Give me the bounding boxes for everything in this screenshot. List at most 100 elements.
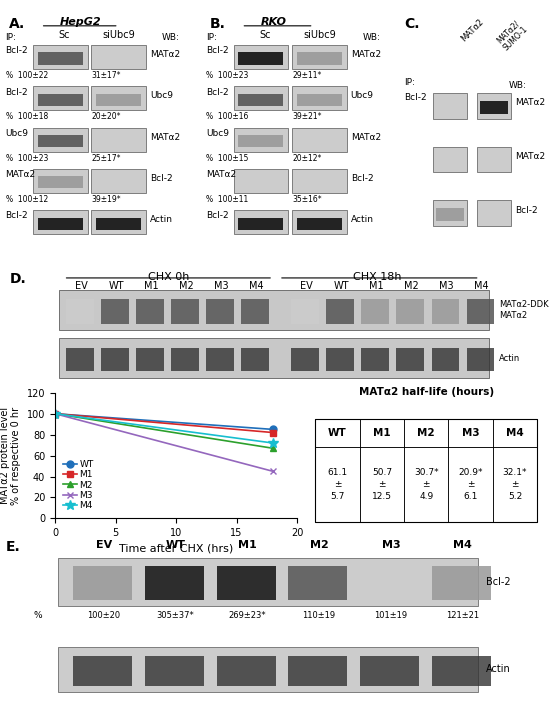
Text: MATα2: MATα2	[460, 17, 486, 43]
Bar	[33, 169, 87, 193]
Bar	[477, 200, 510, 226]
Bar	[432, 299, 459, 324]
Bar	[291, 299, 319, 324]
Bar	[96, 52, 141, 65]
Text: 305±37*: 305±37*	[157, 611, 195, 620]
Bar	[96, 93, 141, 106]
Text: M3: M3	[214, 281, 229, 291]
Bar	[145, 566, 204, 600]
Bar	[38, 135, 82, 147]
Text: C.: C.	[404, 17, 420, 31]
Text: IP:: IP:	[206, 34, 217, 42]
Text: M2: M2	[417, 428, 435, 438]
Bar	[361, 299, 389, 324]
Bar	[493, 447, 537, 522]
Bar	[101, 348, 129, 370]
Text: M3: M3	[462, 428, 480, 438]
Bar	[96, 176, 141, 188]
Text: 121±21: 121±21	[446, 611, 479, 620]
Bar	[206, 299, 234, 324]
Bar	[59, 290, 490, 330]
Text: %  100±16: % 100±16	[206, 113, 249, 121]
Bar	[136, 299, 164, 324]
Bar	[404, 419, 448, 447]
Text: M2: M2	[179, 281, 194, 291]
Text: Ubc9: Ubc9	[351, 91, 374, 101]
Bar	[315, 419, 360, 447]
Text: %  100±15: % 100±15	[206, 154, 249, 163]
Text: M3: M3	[439, 281, 454, 291]
Bar	[33, 210, 87, 234]
Text: 39±19*: 39±19*	[91, 195, 121, 204]
Text: IP:: IP:	[6, 34, 16, 42]
Bar	[480, 154, 508, 168]
Text: MATα2/
SUMO-1: MATα2/ SUMO-1	[494, 17, 530, 52]
Text: Actin: Actin	[351, 215, 374, 224]
Bar	[33, 128, 87, 151]
Bar	[477, 93, 510, 119]
Text: MATα2: MATα2	[6, 170, 36, 179]
Bar	[38, 93, 82, 106]
Text: WT: WT	[328, 428, 347, 438]
Text: Bcl-2: Bcl-2	[515, 205, 538, 215]
Text: MATα2: MATα2	[515, 152, 545, 161]
Text: %  100±22: % 100±22	[6, 71, 48, 80]
Text: M3: M3	[382, 540, 400, 550]
Bar	[297, 218, 342, 230]
Bar	[234, 128, 288, 151]
Text: Bcl-2: Bcl-2	[351, 174, 373, 183]
Text: %  100±12: % 100±12	[6, 195, 48, 204]
Bar	[433, 147, 467, 172]
Text: Actin: Actin	[150, 215, 173, 224]
Text: 50.7
±
12.5: 50.7 ± 12.5	[372, 468, 392, 501]
Bar	[448, 419, 493, 447]
Text: WB:: WB:	[162, 34, 179, 42]
Bar	[33, 86, 87, 111]
Bar	[360, 566, 419, 600]
Bar	[292, 86, 347, 111]
Bar	[480, 101, 508, 114]
Text: Bcl-2: Bcl-2	[6, 46, 28, 55]
Text: MATα2: MATα2	[351, 50, 381, 59]
Text: Sc: Sc	[259, 29, 271, 39]
Text: Bcl-2: Bcl-2	[486, 577, 510, 587]
Text: MATα2: MATα2	[150, 133, 180, 141]
Bar	[315, 419, 537, 522]
Bar	[433, 93, 467, 119]
Bar	[292, 128, 347, 151]
Text: MATα2-DDK
MATα2: MATα2-DDK MATα2	[499, 300, 549, 320]
Text: M1: M1	[144, 281, 158, 291]
Bar	[466, 299, 494, 324]
X-axis label: Time after CHX (hrs): Time after CHX (hrs)	[119, 544, 233, 554]
Legend: WT, M1, M2, M3, M4: WT, M1, M2, M3, M4	[59, 456, 97, 514]
Bar	[58, 558, 478, 606]
Text: E.: E.	[6, 540, 20, 554]
Text: Ubc9: Ubc9	[206, 129, 229, 138]
Bar	[73, 656, 132, 686]
Text: Bcl-2: Bcl-2	[150, 174, 173, 183]
Text: M4: M4	[475, 281, 489, 291]
Text: Bcl-2: Bcl-2	[6, 211, 28, 220]
Text: 30.7*
±
4.9: 30.7* ± 4.9	[414, 468, 438, 501]
Bar	[66, 348, 94, 370]
Bar	[360, 656, 419, 686]
Text: 61.1
±
5.7: 61.1 ± 5.7	[327, 468, 348, 501]
Bar	[136, 348, 164, 370]
Text: 25±17*: 25±17*	[91, 154, 121, 163]
Bar	[436, 101, 464, 114]
Bar	[91, 86, 146, 111]
Bar	[448, 447, 493, 522]
Text: %  100±23: % 100±23	[206, 71, 249, 80]
Bar	[91, 210, 146, 234]
Text: MATα2: MATα2	[206, 170, 236, 179]
Bar	[432, 566, 491, 600]
Text: M1: M1	[369, 281, 384, 291]
Bar	[432, 656, 491, 686]
Bar	[239, 176, 283, 188]
Text: M2: M2	[310, 540, 328, 550]
Bar	[297, 93, 342, 106]
Bar	[38, 218, 82, 230]
Bar	[73, 566, 132, 600]
Text: M1: M1	[373, 428, 390, 438]
Text: %  100±23: % 100±23	[6, 154, 48, 163]
